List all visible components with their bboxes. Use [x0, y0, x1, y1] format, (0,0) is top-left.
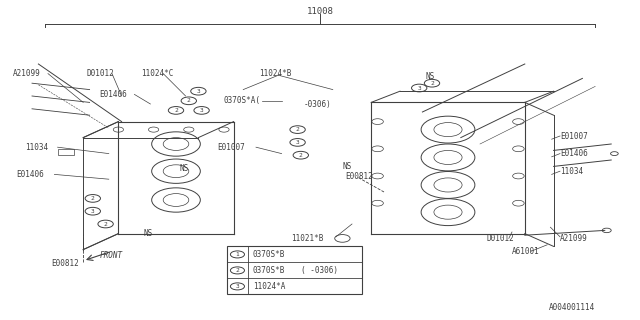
Bar [227, 246, 362, 294]
Text: D01012: D01012 [86, 69, 114, 78]
Bar [58, 149, 74, 155]
Text: E01007: E01007 [218, 143, 245, 152]
Text: 3: 3 [236, 284, 239, 289]
Text: NS: NS [179, 164, 188, 172]
Text: E01007: E01007 [560, 132, 588, 140]
Text: NS: NS [144, 229, 153, 238]
Text: 0370S*A(: 0370S*A( [224, 96, 261, 105]
Text: 1: 1 [236, 252, 239, 257]
Text: 2: 2 [296, 127, 300, 132]
Text: 3: 3 [200, 108, 204, 113]
Text: 11034: 11034 [560, 167, 583, 176]
Text: 11008: 11008 [307, 7, 333, 16]
Text: 2: 2 [430, 81, 434, 86]
Text: E00812: E00812 [51, 260, 79, 268]
Text: 2: 2 [236, 268, 239, 273]
Text: 11024*C: 11024*C [141, 69, 173, 78]
Text: 3: 3 [417, 85, 421, 91]
Text: 11024*B: 11024*B [259, 69, 292, 78]
Text: E00812: E00812 [346, 172, 373, 180]
Text: FRONT: FRONT [99, 252, 122, 260]
Text: NS: NS [342, 162, 351, 171]
Text: NS: NS [426, 72, 435, 81]
Text: 2: 2 [104, 221, 108, 227]
Text: 11024*A: 11024*A [253, 282, 285, 291]
Text: ( -0306): ( -0306) [301, 266, 338, 275]
Text: A21099: A21099 [13, 69, 40, 78]
Text: D01012: D01012 [486, 234, 514, 243]
Text: 0370S*B: 0370S*B [253, 266, 285, 275]
Text: E01406: E01406 [560, 149, 588, 158]
Text: A61001: A61001 [512, 247, 540, 256]
Text: 11021*B: 11021*B [291, 234, 324, 243]
Text: 0370S*B: 0370S*B [253, 250, 285, 259]
Text: 2: 2 [299, 153, 303, 158]
Text: 2: 2 [187, 98, 191, 103]
Text: E01406: E01406 [16, 170, 44, 179]
Text: 3: 3 [91, 209, 95, 214]
Text: A21099: A21099 [560, 234, 588, 243]
Text: E01406: E01406 [99, 90, 127, 99]
Text: 2: 2 [174, 108, 178, 113]
Text: 11034: 11034 [26, 143, 49, 152]
Text: 2: 2 [91, 196, 95, 201]
Text: 3: 3 [196, 89, 200, 94]
Text: A004001114: A004001114 [549, 303, 595, 312]
Text: -0306): -0306) [304, 100, 332, 108]
Text: 3: 3 [296, 140, 300, 145]
